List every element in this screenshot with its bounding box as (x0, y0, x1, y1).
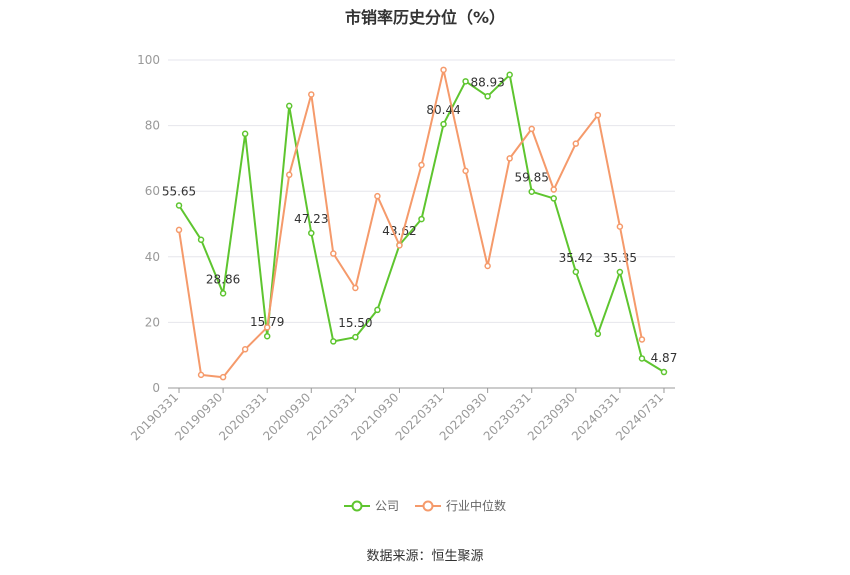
series-1-point (616, 223, 624, 230)
series-0-point (440, 120, 447, 128)
series-0-point (418, 215, 425, 223)
series-1-point (594, 111, 602, 119)
data-label: 80.44 (426, 103, 460, 117)
series-1-point (638, 336, 646, 343)
series-0-point (572, 268, 580, 276)
data-label: 28.86 (206, 272, 240, 286)
chart-title: 市销率历史分位（%） (344, 8, 506, 27)
series-1-point (572, 140, 580, 147)
series-1-point (197, 371, 205, 379)
series-1-point (175, 226, 183, 234)
y-tick-label: 0 (152, 381, 160, 395)
data-label: 59.85 (515, 171, 549, 185)
legend-company-label: 公司 (374, 499, 399, 513)
legend-item-industry-median[interactable]: 行业中位数 (415, 497, 506, 514)
legend-industry-label: 行业中位数 (446, 499, 507, 513)
chart-legend: 公司 行业中位数 (0, 497, 850, 514)
data-label: 35.42 (559, 251, 593, 265)
data-label: 88.93 (470, 75, 504, 89)
legend-item-company[interactable]: 公司 (343, 497, 399, 514)
series-0-point (308, 229, 315, 237)
series-0-point (330, 338, 337, 345)
legend-company-marker-icon (343, 500, 370, 511)
series-1-point (285, 171, 293, 179)
y-tick-label: 80 (145, 119, 160, 133)
y-tick-label: 60 (145, 184, 160, 198)
series-1-point (374, 192, 381, 200)
series-1-point (241, 346, 249, 353)
data-label: 15.50 (338, 316, 372, 330)
series-1-point (528, 125, 535, 133)
x-tick-label: 20240731 (613, 390, 666, 443)
series-1-point (263, 324, 271, 331)
series-0-point (197, 236, 205, 243)
series-0-point (285, 102, 293, 110)
data-label: 55.65 (162, 184, 196, 198)
series-0-point (638, 355, 646, 362)
line-chart: 0204060801002019033120190930202003312020… (128, 53, 678, 443)
series-0-point (352, 333, 359, 341)
series-0-point (484, 93, 491, 100)
series-1-point (440, 66, 447, 74)
data-label: 4.87 (651, 351, 678, 365)
data-label: 43.62 (382, 224, 416, 238)
series-0-point (660, 368, 668, 376)
series-1-point (396, 242, 403, 249)
y-tick-label: 100 (137, 53, 160, 67)
data-label: 47.23 (294, 212, 328, 226)
series-0-point (219, 290, 227, 297)
series-1-point (308, 91, 315, 98)
series-0-point (175, 202, 183, 209)
series-0-point (528, 188, 535, 195)
series-0-point (374, 306, 381, 314)
series-1-point (484, 262, 491, 270)
series-0-point (550, 195, 558, 202)
series-0-point (594, 330, 602, 338)
series-1-point (550, 186, 558, 193)
legend-industry-marker-icon (415, 500, 441, 511)
data-label: 35.35 (603, 251, 637, 265)
series-line-1 (178, 68, 643, 379)
series-1-point (462, 167, 469, 175)
series-1-point (506, 155, 513, 162)
series-0-point (616, 268, 624, 276)
series-0-point (263, 332, 271, 340)
series-1-point (330, 250, 337, 257)
data-source-note: 数据来源：恒生聚源 (366, 549, 484, 564)
series-1-point (418, 161, 425, 169)
series-1-point (219, 373, 227, 381)
y-tick-label: 20 (145, 315, 160, 329)
y-tick-label: 40 (145, 250, 160, 264)
series-0-point (241, 130, 249, 138)
series-1-point (352, 284, 359, 292)
series-0-point (506, 71, 513, 79)
series-0-point (462, 78, 469, 85)
